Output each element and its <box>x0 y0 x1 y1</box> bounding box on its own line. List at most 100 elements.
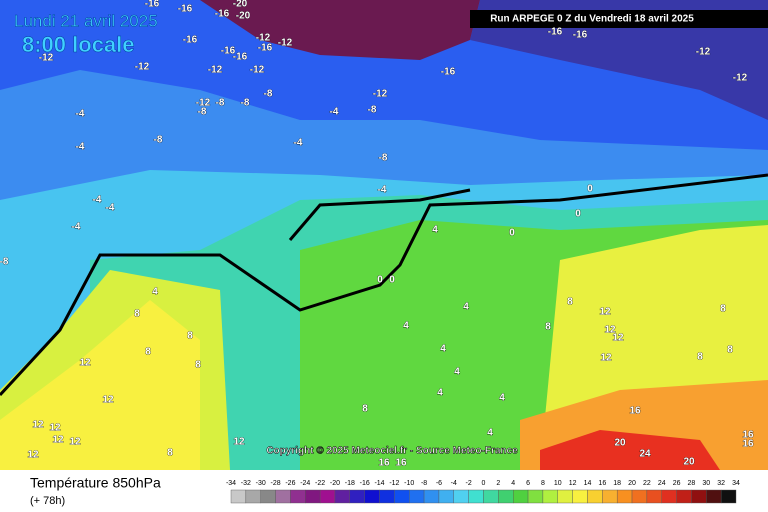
legend-tick-label: 14 <box>584 480 592 487</box>
contour-label: 12 <box>52 435 64 446</box>
contour-label: 8 <box>697 352 703 363</box>
contour-label: -20 <box>236 11 251 22</box>
contour-label: -16 <box>183 35 198 46</box>
contour-label: -12 <box>256 33 271 44</box>
legend-tick-label: -30 <box>256 480 266 487</box>
contour-label: 8 <box>195 360 201 371</box>
contour-label: -8 <box>368 105 377 116</box>
legend-swatch <box>438 489 454 504</box>
legend-tick-label: -28 <box>270 480 280 487</box>
contour-label: 4 <box>437 388 443 399</box>
contour-label: 8 <box>134 309 140 320</box>
contour-label: -16 <box>548 27 563 38</box>
legend-swatch <box>602 489 618 504</box>
legend-swatch <box>706 489 722 504</box>
contour-label: -8 <box>379 153 388 164</box>
legend-tick-label: 20 <box>628 480 636 487</box>
date: Lundi 21 avril 2025 <box>14 11 158 30</box>
legend-tick-label: 16 <box>598 480 606 487</box>
contour-label: -4 <box>93 195 102 206</box>
legend-tick-label: -24 <box>300 480 310 487</box>
contour-label: -16 <box>258 43 273 54</box>
contour-label: 8 <box>167 448 173 459</box>
legend-swatch <box>720 489 737 504</box>
zero-isotherm <box>288 188 471 241</box>
contour-label: -16 <box>441 67 456 78</box>
legend-swatch <box>409 489 425 504</box>
legend-swatch <box>364 489 380 504</box>
contour-label: -16 <box>145 0 160 10</box>
contour-label: -16 <box>215 9 230 20</box>
legend-swatch <box>379 489 395 504</box>
legend-tick-label: 10 <box>554 480 562 487</box>
legend-swatch <box>631 489 648 504</box>
legend-tick-label: -14 <box>374 480 384 487</box>
run-banner <box>470 10 768 28</box>
contour-label: 8 <box>545 322 551 333</box>
legend-swatch <box>423 489 440 504</box>
contour-label: 16 <box>742 439 754 450</box>
legend-tick-label: -18 <box>345 480 355 487</box>
contour-label: 8 <box>720 304 726 315</box>
zero-isotherm <box>0 173 768 397</box>
contour-label: 4 <box>454 367 460 378</box>
footer-lead: (+ 78h) <box>30 495 65 507</box>
contour-label: -8 <box>241 98 250 109</box>
legend-swatch <box>676 489 692 504</box>
legend-tick-label: 2 <box>496 480 500 487</box>
legend-tick-label: -20 <box>330 480 340 487</box>
legend-tick-label: 0 <box>482 480 486 487</box>
contour-label: 20 <box>683 457 695 468</box>
contour-label: 8 <box>187 331 193 342</box>
contour-label: 4 <box>403 321 409 332</box>
time: 8:00 locale <box>22 32 135 57</box>
legend-tick-label: 28 <box>688 480 696 487</box>
legend-swatch <box>305 489 321 504</box>
contour-label: 0 <box>587 184 593 195</box>
cold-area <box>470 0 768 120</box>
contour-label: 12 <box>49 423 61 434</box>
contour-label: 16 <box>742 430 754 441</box>
contour-label: -8 <box>216 98 225 109</box>
legend-swatch <box>468 489 484 504</box>
contour-label: -4 <box>76 142 85 153</box>
contour-label: 12 <box>612 333 624 344</box>
contour-label: -12 <box>278 38 293 49</box>
legend-swatch <box>275 489 291 504</box>
contour-label: -4 <box>330 107 339 118</box>
legend-tick-label: 34 <box>732 480 740 487</box>
contour-label: -12 <box>135 62 150 73</box>
area <box>540 430 720 470</box>
legend-swatch <box>572 489 588 504</box>
contour-label: 4 <box>487 428 493 439</box>
legend-tick-label: 32 <box>717 480 725 487</box>
contour-label: 0 <box>509 228 515 239</box>
run-text: Run ARPEGE 0 Z du Vendredi 18 avril 2025 <box>490 14 694 25</box>
contour-label: -12 <box>39 53 54 64</box>
legend-swatch <box>513 489 529 504</box>
legend-tick-label: 30 <box>702 480 710 487</box>
legend-tick-label: 26 <box>673 480 681 487</box>
contour-label: -4 <box>76 109 85 120</box>
legend-swatch <box>557 489 573 504</box>
contour-label: -12 <box>696 47 711 58</box>
legend-swatch <box>290 489 306 504</box>
contour-label: 16 <box>629 406 641 417</box>
contour-label: 12 <box>79 358 91 369</box>
contour-label: 12 <box>69 437 81 448</box>
legend-tick-label: 8 <box>541 480 545 487</box>
legend-swatch <box>319 489 336 504</box>
legend-tick-label: -26 <box>285 480 295 487</box>
legend-swatch <box>230 489 247 504</box>
legend-tick-label: 6 <box>526 480 530 487</box>
legend-swatch <box>691 489 707 504</box>
contour-label: -12 <box>250 65 265 76</box>
legend-swatch <box>483 489 499 504</box>
legend-tick-label: -22 <box>315 480 325 487</box>
copyright: Copyright © 2025 Meteociel.fr - Source M… <box>266 446 518 457</box>
contour-label: -8 <box>0 257 9 268</box>
contour-label: 0 <box>575 209 581 220</box>
contour-label: 12 <box>233 437 245 448</box>
contour-label: -4 <box>106 203 115 214</box>
